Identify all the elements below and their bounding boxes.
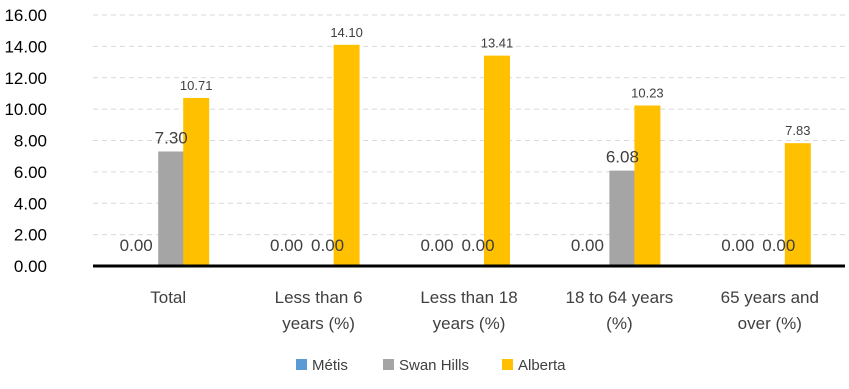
bar-swan-hills: [609, 170, 636, 266]
data-label: 0.00: [311, 236, 344, 255]
category-label: Less than 18: [420, 288, 517, 307]
data-label: 7.30: [155, 128, 188, 147]
bar-alberta: [484, 55, 510, 266]
y-tick-label: 2.00: [14, 226, 47, 245]
data-label: 6.08: [606, 148, 639, 167]
y-tick-label: 16.00: [4, 6, 47, 25]
legend-swatch: [383, 359, 394, 370]
data-label: 0.00: [420, 236, 453, 255]
y-axis-ticks: 0.00 2.00 4.00 6.00 8.00 10.00 12.00 14.00 16.00: [4, 6, 47, 276]
legend: Métis Swan Hills Alberta: [296, 357, 566, 374]
data-label: 0.00: [762, 236, 795, 255]
bars: [158, 44, 811, 267]
legend-swatch: [296, 359, 307, 370]
data-labels: 0.00 7.30 10.71 0.00 0.00 14.10 0.00 0.00 13.41 0…: [120, 25, 811, 255]
category-label: (%): [606, 314, 632, 333]
category-label: Total: [150, 288, 186, 307]
category-label: 18 to 64 years: [566, 288, 674, 307]
bar-alberta: [183, 97, 210, 266]
data-label: 13.41: [481, 36, 514, 51]
bar-alberta: [634, 105, 661, 266]
bar-alberta: [784, 143, 811, 266]
category-label: years (%): [282, 314, 355, 333]
data-label: 10.71: [180, 78, 213, 93]
y-tick-label: 4.00: [14, 194, 47, 213]
bar-alberta: [333, 44, 360, 267]
data-label: 0.00: [721, 236, 754, 255]
y-tick-label: 10.00: [4, 100, 47, 119]
data-label: 10.23: [631, 86, 664, 101]
data-label: 0.00: [270, 236, 303, 255]
category-label: years (%): [433, 314, 506, 333]
legend-label: Swan Hills: [399, 357, 469, 374]
y-tick-label: 6.00: [14, 163, 47, 182]
y-tick-label: 12.00: [4, 69, 47, 88]
category-label: over (%): [738, 314, 802, 333]
data-label: 0.00: [461, 236, 494, 255]
legend-label: Métis: [312, 357, 348, 374]
category-label: 65 years and: [721, 288, 819, 307]
category-label: Less than 6: [275, 288, 363, 307]
y-tick-label: 0.00: [14, 257, 47, 276]
y-tick-label: 8.00: [14, 132, 47, 151]
data-label: 7.83: [785, 123, 810, 138]
data-label: 0.00: [571, 236, 604, 255]
bar-swan-hills: [158, 151, 185, 266]
y-tick-label: 14.00: [4, 37, 47, 56]
data-label: 14.10: [330, 25, 363, 40]
legend-label: Alberta: [518, 357, 566, 374]
category-labels: Total Less than 6 years (%) Less than 18 yea…: [150, 288, 819, 333]
legend-swatch: [502, 359, 513, 370]
data-label: 0.00: [120, 236, 153, 255]
